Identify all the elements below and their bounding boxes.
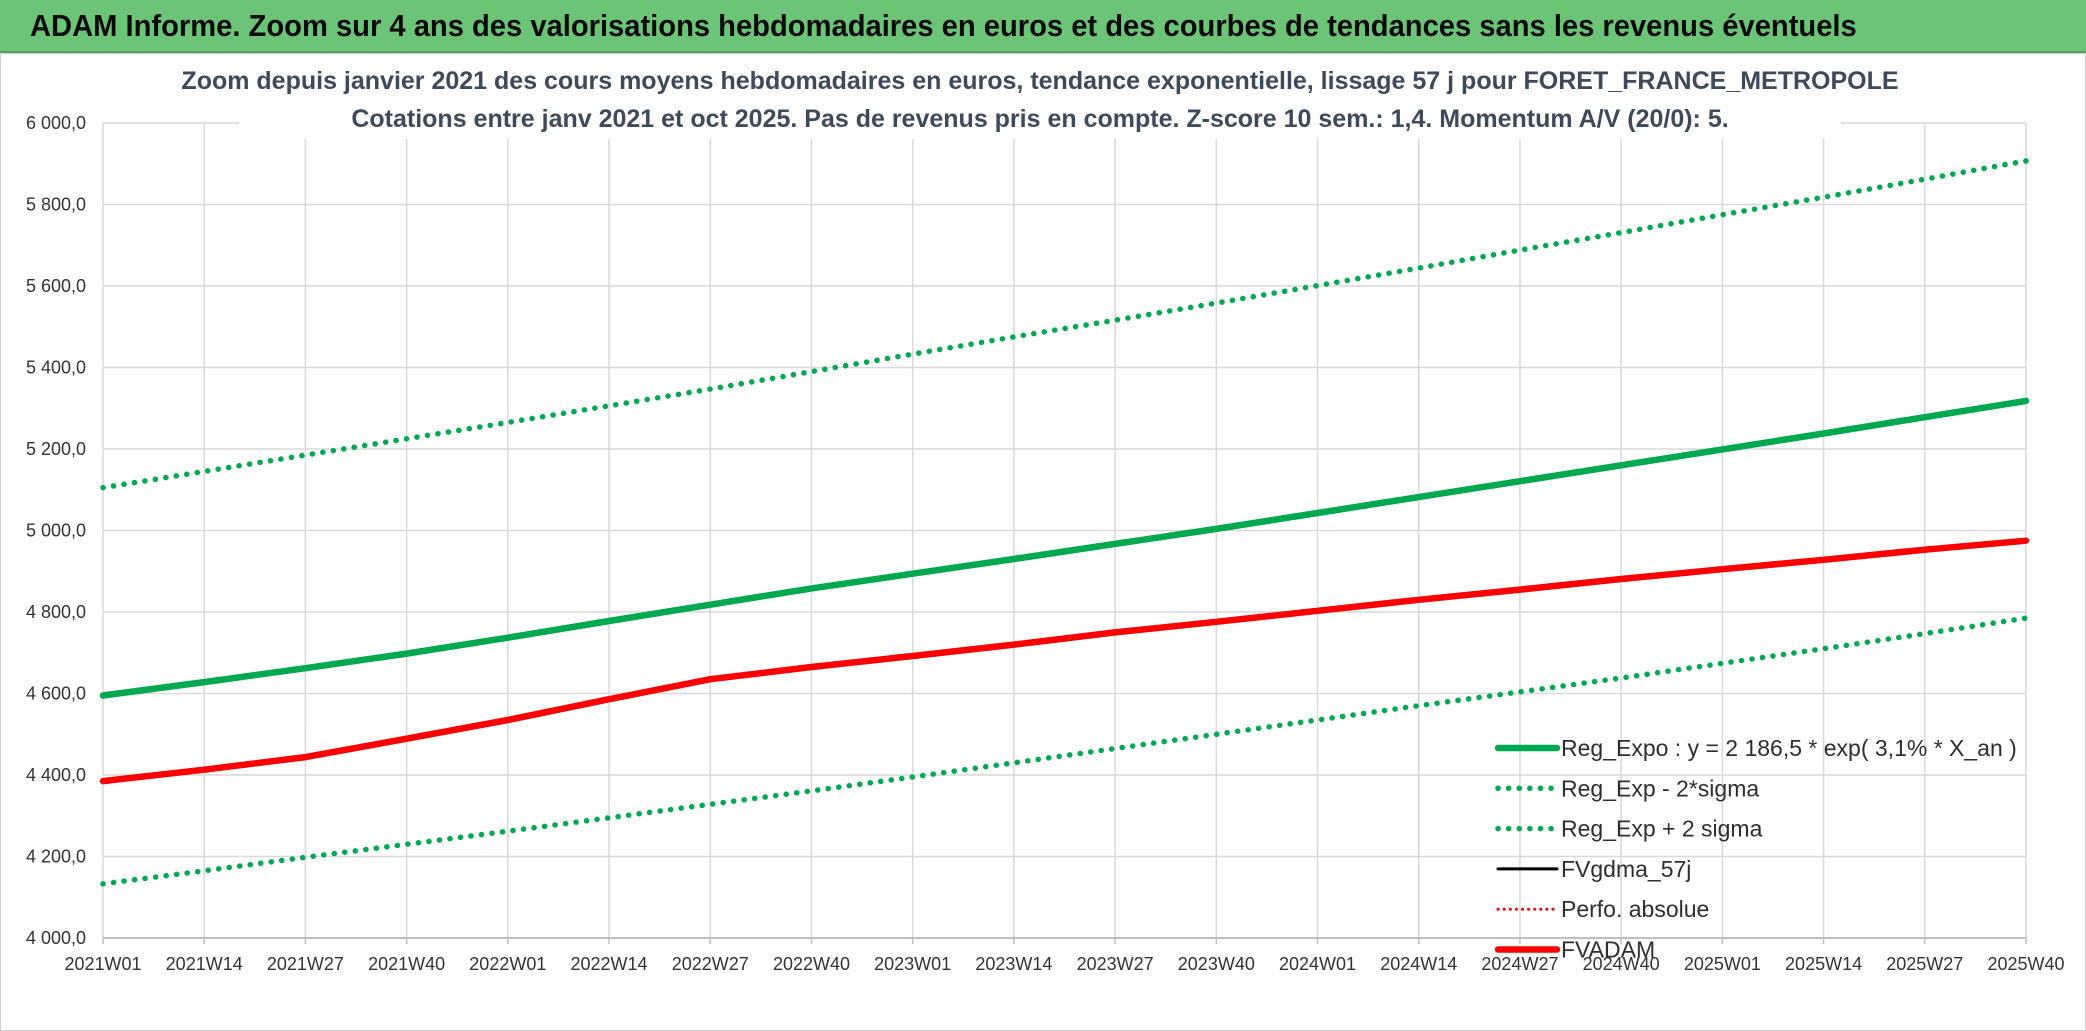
series-lines [99, 158, 2030, 887]
y-tick-label: 6 000,0 [26, 113, 86, 133]
legend-label: FVgdma_57j [1561, 856, 1691, 882]
header-banner: ADAM Informe. Zoom sur 4 ans des valoris… [0, 0, 2086, 53]
x-tick-label: 2024W14 [1380, 954, 1457, 974]
x-tick-label: 2021W14 [166, 954, 243, 974]
x-tick-label: 2021W27 [267, 954, 344, 974]
line-chart: 4 000,0 4 200,0 4 400,0 4 600,0 4 800,0 5 000… [26, 59, 2065, 974]
series-line-reg-expo-y-2-186-5-exp-3-1-x-an [99, 397, 2030, 699]
chart-title: Zoom depuis janvier 2021 des cours moyen… [181, 59, 1899, 139]
x-tick-label: 2022W01 [469, 954, 546, 974]
series-line-fvadam [99, 537, 2030, 785]
y-tick-label: 5 200,0 [26, 439, 86, 459]
y-tick-label: 5 000,0 [26, 521, 86, 541]
x-tick-label: 2023W27 [1077, 954, 1154, 974]
x-tick-label: 2021W01 [64, 954, 141, 974]
x-tick-label: 2023W14 [975, 954, 1052, 974]
x-tick-label: 2025W40 [1987, 954, 2064, 974]
x-tick-label: 2025W14 [1785, 954, 1862, 974]
y-tick-label: 5 400,0 [26, 358, 86, 378]
x-tick-label: 2024W27 [1481, 954, 1558, 974]
x-tick-label: 2021W40 [368, 954, 445, 974]
x-tick-label: 2025W27 [1886, 954, 1963, 974]
y-tick-label: 4 400,0 [26, 765, 86, 785]
legend-label: FVADAM [1561, 937, 1655, 963]
x-tick-label: 2024W01 [1279, 954, 1356, 974]
x-tick-label: 2024W40 [1583, 954, 1660, 974]
y-tick-label: 4 800,0 [26, 602, 86, 622]
x-tick-label: 2022W40 [773, 954, 850, 974]
chart-area: 4 000,0 4 200,0 4 400,0 4 600,0 4 800,0 5 000… [0, 53, 2086, 1031]
legend-label: Reg_Expo : y = 2 186,5 * exp( 3,1% * X_a… [1561, 735, 2017, 761]
legend-label: Perfo. absolue [1561, 896, 1709, 922]
x-tick-label: 2022W27 [672, 954, 749, 974]
x-tick-label: 2025W01 [1684, 954, 1761, 974]
y-tick-label: 4 000,0 [26, 928, 86, 948]
x-tick-label: 2022W14 [571, 954, 648, 974]
y-tick-label: 5 800,0 [26, 195, 86, 215]
legend-label: Reg_Exp + 2 sigma [1561, 816, 1763, 842]
x-tick-label: 2023W40 [1178, 954, 1255, 974]
legend: Reg_Expo : y = 2 186,5 * exp( 3,1% * X_a… [1494, 735, 2017, 963]
y-tick-label: 4 200,0 [26, 847, 86, 867]
legend-label: Reg_Exp - 2*sigma [1561, 775, 1759, 801]
chart-title-line2: Cotations entre janv 2021 et oct 2025. P… [351, 105, 1728, 133]
chart-title-line1: Zoom depuis janvier 2021 des cours moyen… [181, 67, 1898, 95]
axes: 4 000,0 4 200,0 4 400,0 4 600,0 4 800,0 5 000… [26, 113, 2065, 974]
series-line-reg-exp-2-sigma [100, 158, 2029, 491]
y-tick-label: 4 600,0 [26, 684, 86, 704]
banner-title: ADAM Informe. Zoom sur 4 ans des valoris… [30, 8, 1857, 43]
y-tick-label: 5 600,0 [26, 276, 86, 296]
x-tick-label: 2023W01 [874, 954, 951, 974]
